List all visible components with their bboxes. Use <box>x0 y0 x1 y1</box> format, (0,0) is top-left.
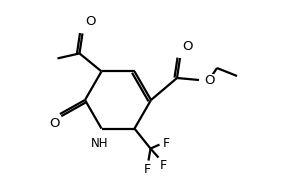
Text: O: O <box>85 15 96 28</box>
Text: F: F <box>144 163 151 176</box>
Text: O: O <box>204 74 214 87</box>
Text: O: O <box>182 40 193 53</box>
Text: F: F <box>162 137 170 150</box>
Text: O: O <box>50 117 60 130</box>
Text: F: F <box>160 159 167 172</box>
Text: NH: NH <box>91 137 108 150</box>
